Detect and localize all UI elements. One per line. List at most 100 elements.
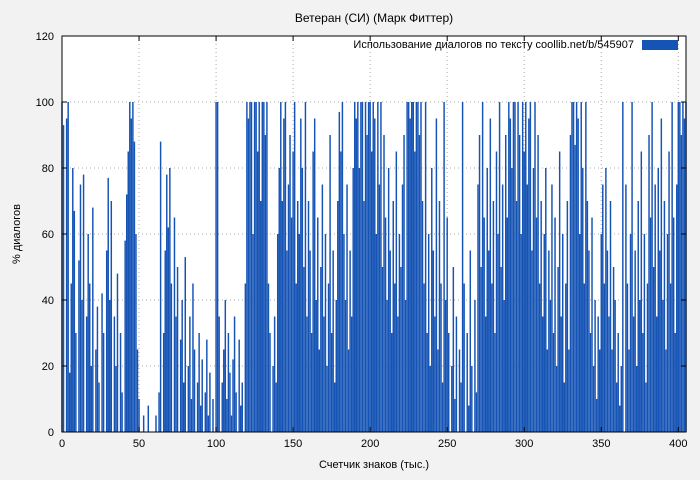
bar: [62, 125, 65, 432]
bar: [263, 102, 265, 432]
x-tick-label: 350: [592, 438, 610, 450]
bar: [426, 333, 428, 432]
bar: [239, 405, 242, 432]
bar: [589, 333, 592, 432]
bar: [503, 300, 505, 432]
bar: [73, 210, 76, 432]
bar: [591, 217, 593, 432]
bar: [164, 250, 166, 432]
bar: [238, 339, 240, 432]
bar: [159, 141, 162, 432]
bar: [258, 102, 260, 432]
bar: [595, 399, 598, 432]
bar: [592, 366, 595, 432]
bar: [620, 366, 623, 432]
bar: [438, 201, 441, 432]
bar: [286, 250, 288, 432]
bar: [634, 250, 636, 432]
bar: [307, 201, 310, 432]
bar: [637, 201, 639, 432]
bar: [424, 102, 427, 432]
bar: [571, 102, 573, 432]
bar: [418, 135, 421, 432]
bar: [132, 102, 134, 432]
bar: [384, 217, 387, 432]
bar: [463, 283, 465, 432]
bar: [477, 184, 479, 432]
bar: [660, 118, 663, 432]
y-tick-label: 20: [42, 361, 54, 373]
bar: [659, 250, 661, 432]
bar: [198, 333, 200, 432]
bar: [632, 316, 635, 432]
bar: [235, 392, 237, 432]
bar: [611, 349, 613, 432]
bar: [655, 316, 658, 432]
bar: [142, 415, 145, 432]
bar: [412, 102, 415, 432]
x-tick-label: 400: [669, 438, 687, 450]
bar: [619, 405, 621, 432]
bar: [105, 250, 108, 432]
bar: [232, 359, 234, 432]
bar: [440, 283, 442, 432]
bar: [574, 144, 576, 432]
y-tick-label: 80: [42, 163, 54, 175]
bar: [383, 135, 385, 432]
bar: [170, 283, 173, 432]
bar: [166, 174, 168, 432]
bar: [155, 415, 157, 432]
bar: [70, 283, 72, 432]
bar: [119, 333, 122, 432]
bar: [642, 333, 644, 432]
bar: [330, 333, 333, 432]
bar: [578, 234, 581, 432]
bar: [158, 392, 160, 432]
bar: [109, 300, 111, 432]
bar: [612, 267, 615, 432]
bar: [565, 283, 567, 432]
bar: [67, 102, 69, 432]
bar: [175, 316, 177, 432]
bar: [289, 135, 291, 432]
bar: [264, 135, 267, 432]
bar: [397, 316, 399, 432]
bar: [471, 366, 473, 432]
bar: [515, 201, 518, 432]
bar: [575, 102, 578, 432]
bar: [566, 201, 569, 432]
bar: [102, 333, 105, 432]
bar: [79, 184, 82, 432]
bar: [90, 366, 93, 432]
bar: [512, 102, 515, 432]
bar: [190, 399, 193, 432]
bar: [461, 102, 464, 432]
bar: [187, 366, 190, 432]
bar: [98, 382, 100, 432]
bar: [338, 111, 341, 433]
bar: [489, 118, 492, 432]
bar: [350, 316, 353, 432]
bar: [250, 102, 253, 432]
bar: [500, 267, 502, 432]
bar: [110, 201, 113, 432]
bar: [293, 102, 296, 432]
bar: [68, 372, 71, 432]
bar: [366, 135, 368, 432]
bar: [317, 217, 319, 432]
bar: [555, 366, 558, 432]
bar: [431, 168, 433, 432]
bar: [309, 250, 311, 432]
x-tick-label: 0: [59, 438, 65, 450]
bar: [666, 234, 669, 432]
bar: [480, 267, 482, 432]
bar: [312, 151, 314, 432]
bar: [135, 234, 137, 432]
bar: [349, 250, 351, 432]
bar: [585, 102, 587, 432]
bar: [267, 283, 270, 432]
bar: [662, 300, 664, 432]
bar: [645, 382, 647, 432]
bar: [511, 168, 513, 432]
